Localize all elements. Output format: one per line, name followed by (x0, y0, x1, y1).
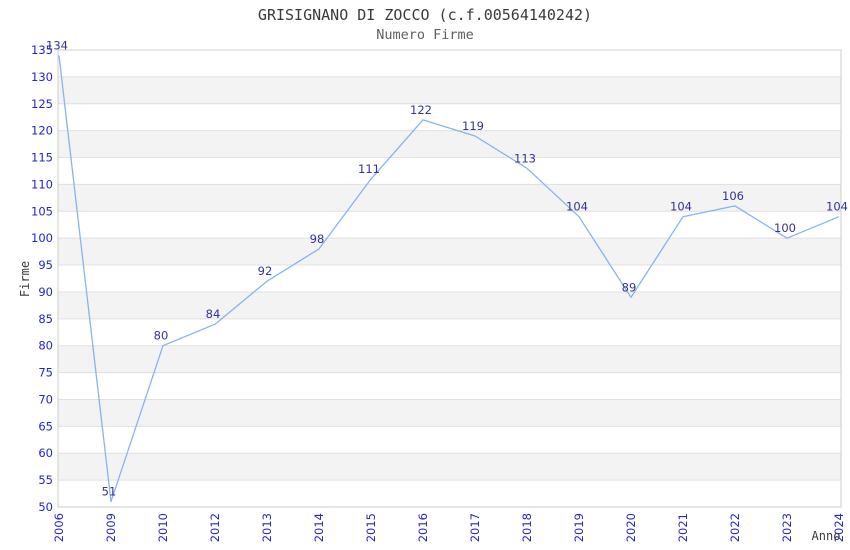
x-tick-label: 2023 (780, 513, 794, 542)
plot-band (58, 130, 841, 158)
y-tick-label: 115 (31, 151, 53, 165)
x-tick-label: 2014 (312, 513, 326, 542)
x-tick-label: 2010 (156, 513, 170, 542)
series-line (58, 55, 840, 503)
data-point-label: 92 (258, 264, 273, 278)
x-tick-label: 2015 (364, 513, 378, 542)
data-point-label: 113 (514, 151, 536, 165)
y-axis-title: Firme (18, 261, 32, 297)
plot-band (58, 399, 841, 427)
y-tick-label: 55 (38, 473, 53, 487)
data-point-label: 104 (566, 200, 588, 214)
x-tick-label: 2017 (468, 513, 482, 542)
y-tick-label: 85 (38, 312, 53, 326)
plot-band (58, 291, 841, 319)
data-point-label: 104 (826, 200, 848, 214)
y-tick-label: 95 (38, 258, 53, 272)
chart-title: GRISIGNANO DI ZOCCO (c.f.00564140242) (257, 6, 593, 24)
plot-band (58, 345, 841, 373)
y-tick-label: 105 (31, 204, 53, 218)
data-point-label: 134 (46, 38, 68, 52)
data-point-label: 98 (310, 232, 325, 246)
x-tick-label: 2009 (104, 513, 118, 542)
plot-band (58, 238, 841, 266)
x-tick-label: 2018 (520, 513, 534, 542)
plot-band (58, 184, 841, 212)
x-tick-label: 2021 (676, 513, 690, 542)
x-tick-label: 2006 (52, 513, 66, 542)
data-point-label: 51 (102, 485, 117, 499)
data-point-label: 80 (154, 329, 169, 343)
data-point-label: 106 (722, 189, 744, 203)
y-tick-label: 120 (31, 124, 53, 138)
data-point-label: 104 (670, 200, 692, 214)
y-tick-label: 70 (38, 392, 53, 406)
x-tick-label: 2019 (572, 513, 586, 542)
data-point-label: 84 (206, 307, 221, 321)
data-point-label: 119 (462, 119, 484, 133)
y-tick-label: 50 (38, 500, 53, 514)
plot-band (58, 453, 841, 481)
data-point-label: 122 (410, 103, 432, 117)
x-tick-label: 2013 (260, 513, 274, 542)
data-point-label: 100 (774, 221, 796, 235)
x-tick-label: 2016 (416, 513, 430, 542)
chart-subtitle: Numero Firme (376, 27, 474, 43)
y-tick-label: 75 (38, 366, 53, 380)
y-tick-label: 90 (38, 285, 53, 299)
y-tick-label: 135 (31, 43, 53, 57)
x-tick-label: 2022 (728, 513, 742, 542)
x-tick-label: 2012 (208, 513, 222, 542)
y-tick-label: 60 (38, 446, 53, 460)
y-tick-label: 80 (38, 339, 53, 353)
y-tick-label: 65 (38, 419, 53, 433)
data-point-label: 111 (358, 162, 380, 176)
x-tick-label: 2020 (624, 513, 638, 542)
y-tick-label: 100 (31, 231, 53, 245)
plot-band (58, 76, 841, 104)
y-tick-label: 110 (31, 177, 53, 191)
x-tick-label: 2024 (832, 513, 846, 542)
y-tick-label: 130 (31, 70, 53, 84)
y-tick-label: 125 (31, 97, 53, 111)
plot-frame (57, 49, 842, 508)
x-axis-title: Anno (812, 529, 841, 543)
data-point-label: 89 (622, 280, 637, 294)
